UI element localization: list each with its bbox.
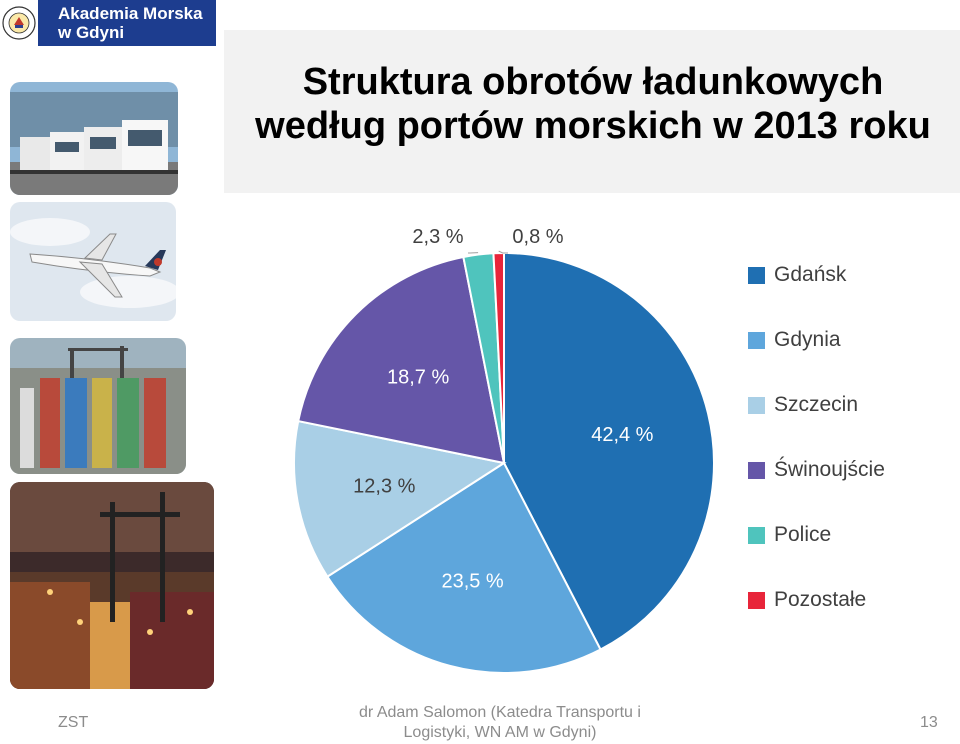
container-terminal-photo-icon: [10, 338, 186, 474]
university-logo: Akademia Morska w Gdyni: [0, 0, 216, 46]
legend-item-police: Police: [748, 522, 831, 548]
pie-slice-szczecin: [293, 419, 507, 579]
logo-line-1: Akademia Morska: [58, 4, 203, 23]
trucks-photo-icon: [10, 82, 178, 195]
pie-label-swinoujscie: 18,7 %: [387, 367, 449, 389]
legend-swatch-gdynia: [748, 331, 765, 349]
footer-author: dr Adam Salomon (Katedra Transportu i Lo…: [320, 703, 680, 743]
legend-swatch-swinoujscie: [748, 461, 765, 479]
slide-title: Struktura obrotów ładunkowych według por…: [226, 60, 960, 148]
pie-label-szczecin: 12,3 %: [353, 475, 415, 497]
airplane-photo-icon: [10, 202, 176, 321]
pie-data-labels: 42,4 % 23,5 % 12,3 % 18,7 % 2,3 % 0,8 %: [353, 226, 654, 593]
legend-item-gdansk: Gdańsk: [748, 262, 846, 288]
legend-swatch-pozostale: [748, 591, 765, 609]
page-number: 13: [920, 714, 938, 731]
legend-label-swinoujscie: Świnoujście: [774, 458, 885, 481]
slide-title-line-1: Struktura obrotów ładunkowych: [302, 61, 884, 103]
legend-item-pozostale: Pozostałe: [748, 587, 866, 613]
footer-author-line-1: dr Adam Salomon (Katedra Transportu i: [359, 704, 641, 721]
pie-label-police: 2,3 %: [412, 226, 463, 248]
legend-swatch-gdansk: [748, 266, 765, 284]
title-band: [224, 30, 960, 193]
legend-label-szczecin: Szczecin: [774, 393, 859, 416]
pie-slices: [293, 251, 715, 674]
footer-left-text: ZST: [58, 714, 89, 731]
legend-item-gdynia: Gdynia: [748, 327, 841, 353]
legend-swatch-police: [748, 526, 765, 544]
pie-leader-pozostale: [498, 250, 508, 254]
pie-label-pozostale: 0,8 %: [512, 226, 563, 248]
legend-label-gdansk: Gdańsk: [774, 263, 847, 286]
legend-label-pozostale: Pozostałe: [774, 588, 867, 611]
slide-title-line-2: według portów morskich w 2013 roku: [255, 105, 931, 147]
pie-label-gdynia: 23,5 %: [441, 571, 503, 593]
pie-slice-gdansk: [503, 251, 715, 651]
pie-slice-gdynia: [326, 461, 602, 674]
pie-leader-lines: [468, 250, 508, 254]
legend-swatch-szczecin: [748, 396, 765, 414]
legend-label-gdynia: Gdynia: [774, 328, 841, 351]
pie-slice-swinoujscie: [297, 255, 506, 465]
pie-chart: 42,4 % 23,5 % 12,3 % 18,7 % 2,3 % 0,8 %: [293, 226, 715, 674]
university-seal-icon: [0, 0, 38, 46]
logo-line-2: w Gdyni: [58, 23, 125, 42]
university-name: Akademia Morska w Gdyni: [38, 0, 216, 46]
port-night-photo-icon: [10, 482, 214, 689]
legend-item-swinoujscie: Świnoujście: [748, 457, 885, 483]
legend-item-szczecin: Szczecin: [748, 392, 858, 418]
legend-label-police: Police: [774, 523, 832, 546]
pie-label-gdansk: 42,4 %: [591, 424, 653, 446]
footer-author-line-2: Logistyki, WN AM w Gdyni): [403, 724, 597, 741]
